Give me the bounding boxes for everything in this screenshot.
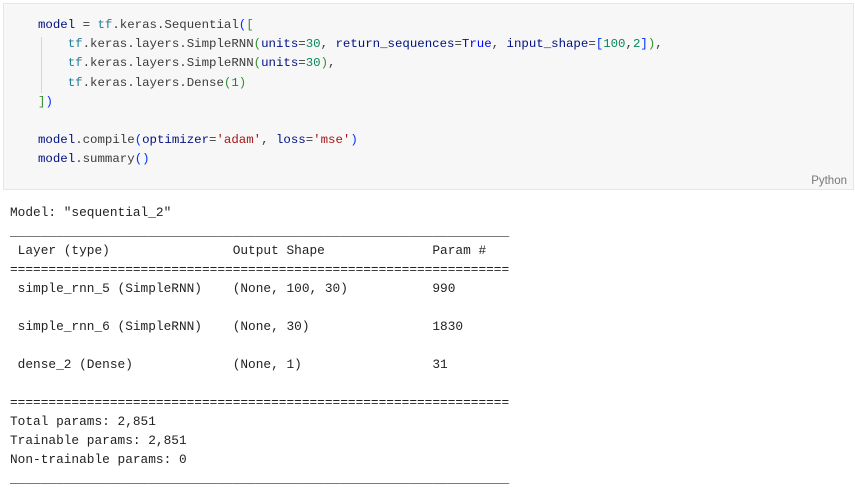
model-title: Model: "sequential_2" [10,205,172,220]
code-line: tf.keras.layers.SimpleRNN(units=30), [38,54,663,73]
code-token: model [38,152,76,167]
code-token: tf [67,56,83,71]
code-token: = [209,133,217,148]
code-line: model.compile(optimizer='adam', loss='ms… [38,131,663,150]
code-token [38,56,68,70]
code-token: () [134,152,150,167]
code-token: optimizer [142,133,210,148]
code-token: ) [350,133,358,148]
code-token: [ [595,37,604,52]
code-token: units [261,37,299,52]
table-row: dense_2 (Dense) (None, 1) 31 [10,357,510,372]
code-token: 30 [305,37,321,52]
code-token: = [75,18,98,32]
code-line [38,112,663,131]
code-token: ) [647,37,656,52]
code-token: model [38,133,76,148]
code-token: .keras.layers.SimpleRNN [82,56,254,71]
code-token: = [588,37,596,52]
rule-line: ========================================… [10,395,510,410]
trainable-params: Trainable params: 2,851 [10,433,187,448]
code-token: , [655,37,663,52]
code-token: model [38,18,76,32]
table-row: simple_rnn_5 (SimpleRNN) (None, 100, 30)… [10,281,510,296]
code-token: ) [320,56,329,71]
code-token: 1 [231,75,239,90]
code-token: ( [223,75,232,90]
code-token: .keras.Sequential [112,18,239,32]
rule-line: ________________________________________… [10,224,510,239]
code-token: True [461,37,492,52]
code-token: 2 [632,37,641,52]
code-token: .compile [75,133,135,148]
code-token: = [298,56,306,71]
code-token: .keras.layers.SimpleRNN [82,37,254,52]
code-editor[interactable]: model = tf.keras.Sequential([ tf.keras.l… [38,16,663,170]
code-token: loss [275,133,306,148]
code-token: .keras.layers.Dense [82,75,224,90]
code-token: 'mse' [313,133,351,148]
code-token: tf [67,37,83,52]
total-params: Total params: 2,851 [10,414,156,429]
code-token: , [625,37,633,52]
code-token: 'adam' [216,133,262,148]
code-token: input_shape [506,37,589,52]
code-line: ]) [38,93,663,112]
code-token: ( [253,37,262,52]
code-token: ] [640,37,648,52]
code-token: ] [38,94,46,109]
code-token: ( [134,133,143,148]
code-token: return_sequences [335,37,455,52]
code-token: = [298,37,306,52]
code-token [38,76,68,90]
code-token: [ [246,18,254,32]
code-line: tf.keras.layers.Dense(1) [38,74,663,93]
non-trainable-params: Non-trainable params: 0 [10,452,187,467]
code-token: .summary [75,152,135,167]
code-token: , [261,133,276,148]
code-token: 30 [305,56,321,71]
code-token: tf [97,18,113,32]
code-token: , [491,37,507,52]
table-row: simple_rnn_6 (SimpleRNN) (None, 30) 1830 [10,319,510,334]
code-token: units [261,56,299,71]
indent-guide [41,37,42,93]
code-token: = [454,37,462,52]
code-token: 100 [603,37,626,52]
rule-line: ________________________________________… [10,471,510,486]
code-token: = [305,133,314,148]
cell-language-label[interactable]: Python [811,175,847,187]
code-token: , [328,56,336,71]
table-header: Layer (type) Output Shape Param # [10,243,510,258]
code-token: , [320,37,336,52]
code-token: ( [253,56,262,71]
code-line: model = tf.keras.Sequential([ [38,16,663,35]
code-token [38,37,68,51]
code-token: ) [45,94,53,109]
code-line: model.summary() [38,150,663,169]
rule-line: ========================================… [10,262,510,277]
cell-output: Model: "sequential_2" __________________… [10,203,509,488]
code-line: tf.keras.layers.SimpleRNN(units=30, retu… [38,35,663,54]
code-cell[interactable]: model = tf.keras.Sequential([ tf.keras.l… [3,3,854,190]
code-token: tf [67,75,83,90]
code-token: ) [238,75,247,90]
code-token: ( [238,18,247,32]
